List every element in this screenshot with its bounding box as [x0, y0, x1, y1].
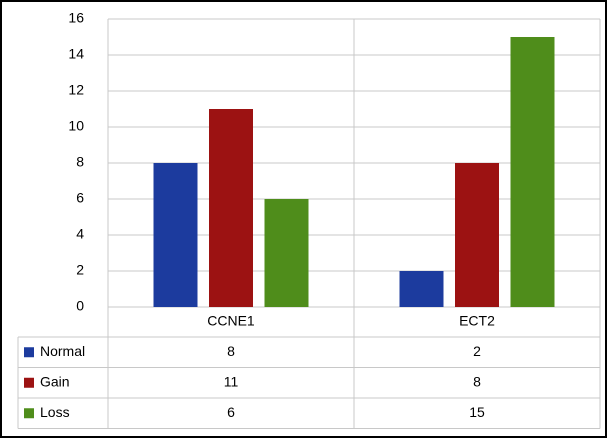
- y-tick-label: 2: [76, 262, 84, 278]
- table-value: 8: [473, 373, 481, 389]
- legend-label: Loss: [40, 404, 70, 420]
- y-tick-label: 12: [68, 82, 84, 98]
- x-tick-label: ECT2: [459, 313, 495, 329]
- table-value: 6: [227, 404, 235, 420]
- table-value: 15: [469, 404, 485, 420]
- y-tick-label: 16: [68, 10, 84, 26]
- legend-key: [24, 347, 34, 358]
- y-tick-label: 14: [68, 46, 84, 62]
- table-value: 2: [473, 343, 481, 359]
- y-tick-label: 4: [76, 226, 84, 242]
- legend-key: [24, 377, 34, 388]
- bar: [510, 37, 555, 307]
- legend-label: Normal: [40, 343, 85, 359]
- bar: [455, 163, 499, 307]
- bar: [209, 109, 253, 307]
- bar: [153, 163, 198, 307]
- y-tick-label: 0: [76, 298, 84, 314]
- legend-key: [24, 408, 34, 419]
- y-tick-label: 6: [76, 190, 84, 206]
- bar: [399, 271, 444, 307]
- x-tick-label: CCNE1: [207, 313, 255, 329]
- bar: [264, 199, 309, 307]
- legend-label: Gain: [40, 373, 70, 389]
- table-value: 11: [224, 373, 239, 389]
- table-value: 8: [227, 343, 235, 359]
- y-tick-label: 8: [76, 154, 84, 170]
- y-tick-label: 10: [68, 118, 84, 134]
